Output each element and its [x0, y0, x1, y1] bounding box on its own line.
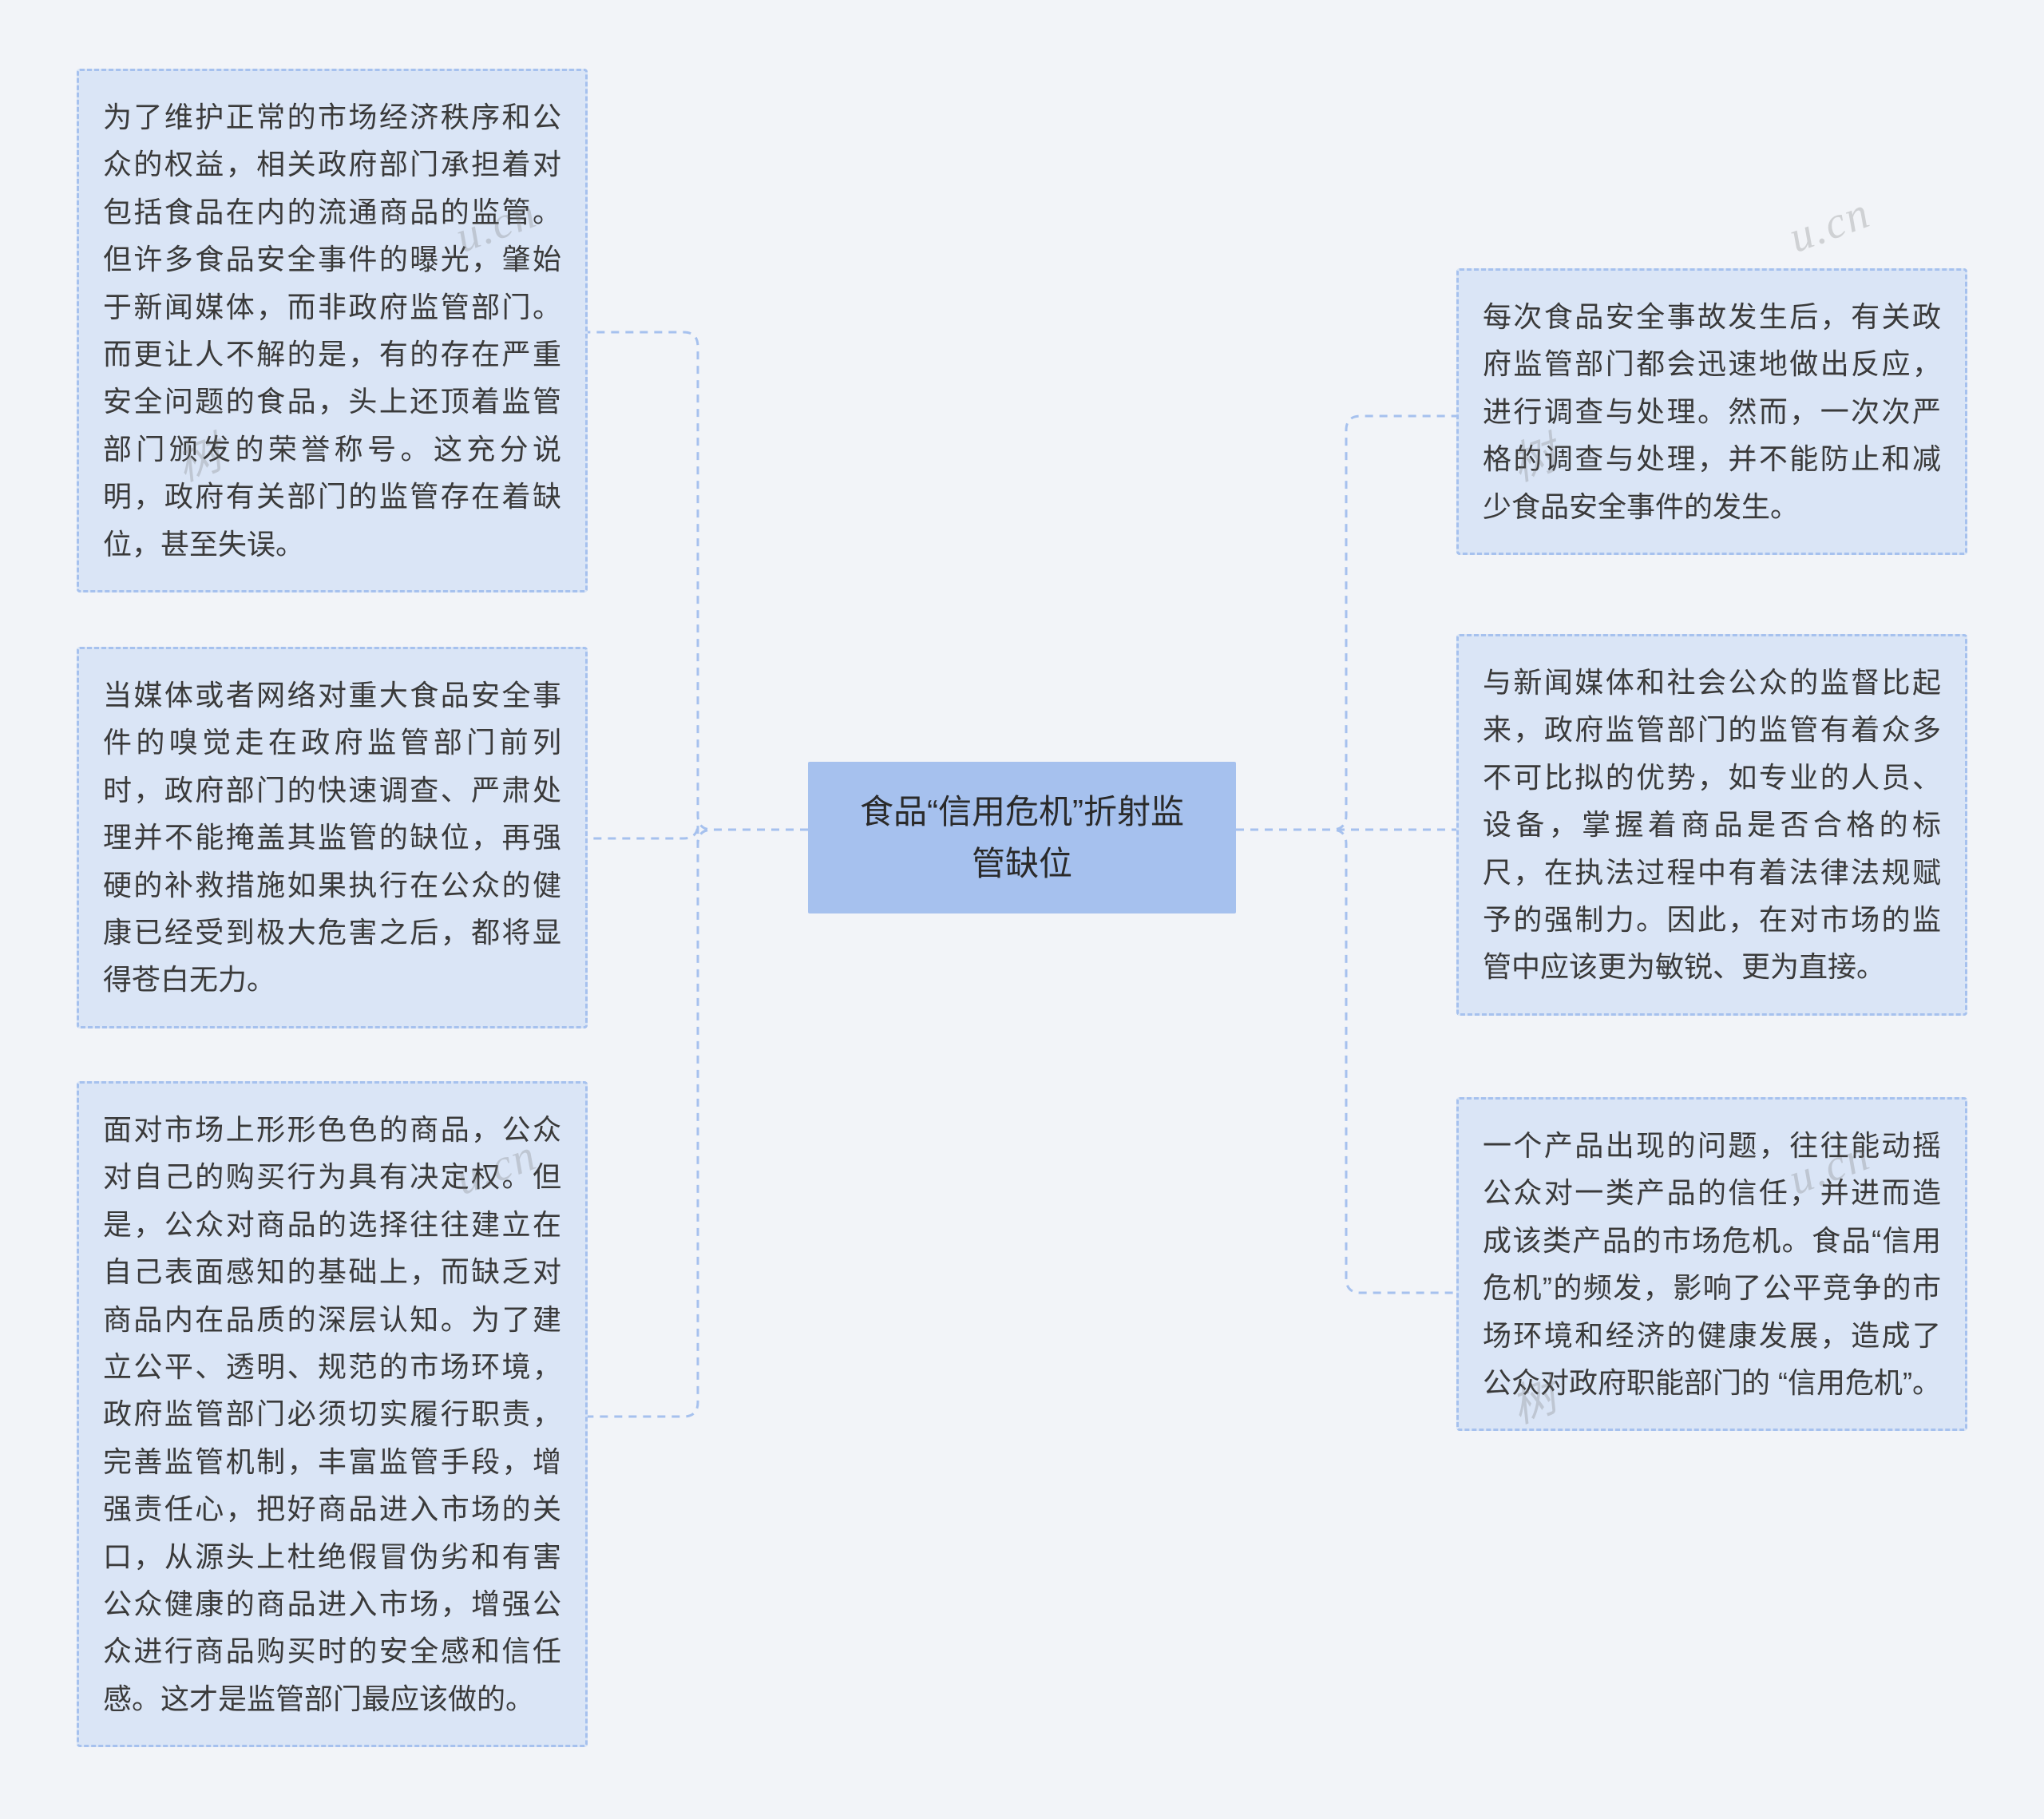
- left-node-1-text: 当媒体或者网络对重大食品安全事件的嗅觉走在政府监管部门前列时，政府部门的快速调查…: [103, 679, 561, 996]
- left-node-1[interactable]: 当媒体或者网络对重大食品安全事件的嗅觉走在政府监管部门前列时，政府部门的快速调查…: [77, 647, 588, 1028]
- left-node-0-text: 为了维护正常的市场经济秩序和公众的权益，相关政府部门承担着对包括食品在内的流通商…: [103, 101, 561, 561]
- right-node-1-text: 与新闻媒体和社会公众的监督比起来，政府监管部门的监管有着众多不可比拟的优势，如专…: [1483, 666, 1941, 983]
- watermark-1: u.cn: [1782, 187, 1877, 263]
- connector-2: [588, 830, 808, 1417]
- right-node-0[interactable]: 每次食品安全事故发生后，有关政府监管部门都会迅速地做出反应，进行调查与处理。然而…: [1456, 268, 1967, 555]
- left-node-2-text: 面对市场上形形色色的商品，公众对自己的购买行为具有决定权。但是，公众对商品的选择…: [103, 1113, 561, 1715]
- right-node-2-text: 一个产品出现的问题，往往能动摇公众对一类产品的信任，并进而造成该类产品的市场危机…: [1483, 1129, 1941, 1399]
- right-node-0-text: 每次食品安全事故发生后，有关政府监管部门都会迅速地做出反应，进行调查与处理。然而…: [1483, 300, 1941, 523]
- connector-0: [588, 332, 808, 830]
- connector-3: [1236, 416, 1456, 830]
- center-text-line1: 食品“信用危机”折射监: [837, 786, 1207, 838]
- connector-1: [588, 824, 808, 844]
- right-node-1[interactable]: 与新闻媒体和社会公众的监督比起来，政府监管部门的监管有着众多不可比拟的优势，如专…: [1456, 634, 1967, 1016]
- right-node-2[interactable]: 一个产品出现的问题，往往能动摇公众对一类产品的信任，并进而造成该类产品的市场危机…: [1456, 1097, 1967, 1431]
- center-text-line2: 管缺位: [837, 838, 1207, 890]
- mindmap-canvas: 食品“信用危机”折射监 管缺位 为了维护正常的市场经济秩序和公众的权益，相关政府…: [0, 0, 2044, 1819]
- left-node-2[interactable]: 面对市场上形形色色的商品，公众对自己的购买行为具有决定权。但是，公众对商品的选择…: [77, 1081, 588, 1747]
- connector-5: [1236, 830, 1456, 1293]
- center-node[interactable]: 食品“信用危机”折射监 管缺位: [808, 762, 1236, 913]
- left-node-0[interactable]: 为了维护正常的市场经济秩序和公众的权益，相关政府部门承担着对包括食品在内的流通商…: [77, 69, 588, 592]
